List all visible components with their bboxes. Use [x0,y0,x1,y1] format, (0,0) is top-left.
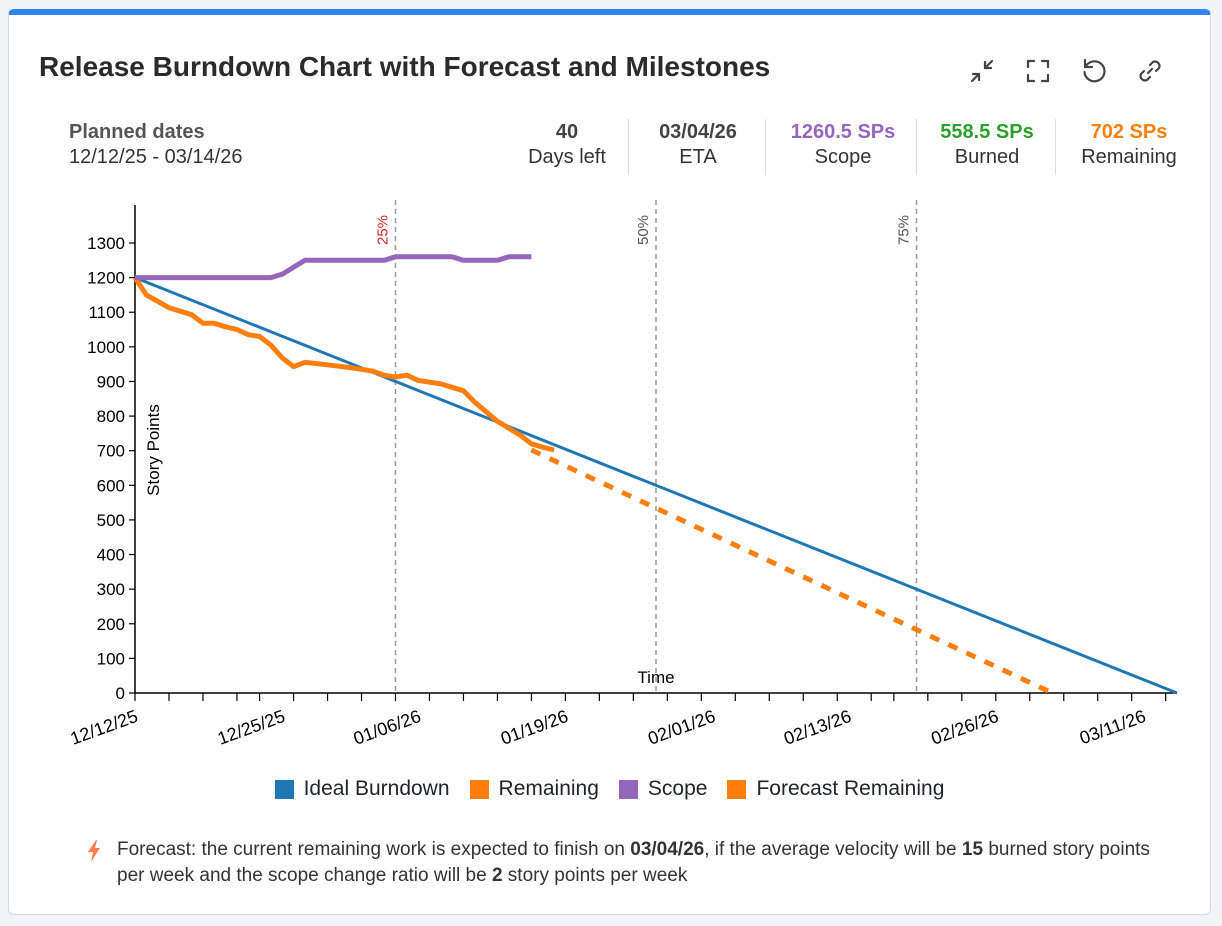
stat-label: Scope [814,146,872,168]
collapse-icon [970,59,994,83]
legend-label: Remaining [498,777,599,800]
y-tick-label: 100 [97,649,125,668]
page-title: Release Burndown Chart with Forecast and… [39,51,771,82]
forecast-text-part: Forecast: the current remaining work is … [117,839,631,860]
link-button[interactable] [1130,51,1170,91]
forecast-text: Forecast: the current remaining work is … [117,837,1167,889]
y-tick-label: 200 [97,615,125,634]
link-icon [1139,60,1161,82]
legend-swatch [618,779,638,799]
chart-legend: Ideal Burndown Remaining Scope Forecast … [9,777,1210,801]
planned-dates: Planned dates 12/12/25 - 03/14/26 [69,121,242,169]
fullscreen-icon [1026,59,1050,83]
y-tick-label: 0 [116,684,125,703]
series-line-scope [135,254,532,281]
forecast-note: Forecast: the current remaining work is … [87,837,1167,889]
legend-label: Scope [647,777,708,800]
fullscreen-button[interactable] [1018,51,1058,91]
milestone-label: 75% [896,215,913,245]
refresh-button[interactable] [1074,51,1114,91]
legend-item[interactable]: Ideal Burndown [274,777,450,801]
y-tick-label: 600 [97,476,125,495]
stat-value: 03/04/26 [659,121,737,143]
divider [1055,119,1056,175]
stat-value: 702 SPs [1090,121,1168,143]
y-tick-label: 1300 [87,234,125,253]
stat-value: 558.5 SPs [940,121,1034,143]
legend-swatch [469,779,489,799]
milestone-label: 50% [635,215,652,245]
burndown-card: Release Burndown Chart with Forecast and… [8,9,1211,915]
y-tick-label: 900 [97,372,125,391]
stat-label: Remaining [1081,146,1177,168]
stat-value: 1260.5 SPs [790,121,896,143]
legend-label: Forecast Remaining [756,777,945,800]
x-tick-label: 02/26/26 [928,706,1001,749]
planned-dates-label: Planned dates [69,121,205,143]
x-tick-label: 12/12/25 [68,706,141,749]
series-line-remaining [132,276,555,453]
x-tick-label: 01/06/26 [351,706,424,749]
milestone-label: 25% [375,215,392,245]
y-axis-label: Story Points [144,404,163,496]
x-tick-label: 12/25/25 [215,706,288,749]
x-tick-label: 02/01/26 [645,706,718,749]
forecast-text-part: burned story points per week and the sco… [117,839,1150,886]
series-line-ideal-burndown [134,276,1178,695]
forecast-text-part: story points per week [502,865,688,886]
y-tick-label: 1000 [87,338,125,357]
y-tick-label: 1100 [88,303,125,322]
stat-label: ETA [679,146,717,168]
divider [916,119,917,175]
stat-days-left: 40 Days left [517,121,617,169]
toolbar [962,51,1170,91]
stat-label: Days left [528,146,606,168]
refresh-icon [1083,58,1106,83]
x-tick-label: 01/19/26 [498,706,571,749]
y-tick-label: 700 [97,442,125,461]
lightning-icon [88,840,100,862]
stat-value: 40 [555,121,579,143]
divider [765,119,766,175]
legend-label: Ideal Burndown [303,777,450,800]
stat-remaining: 702 SPs Remaining [1065,121,1193,169]
forecast-velocity: 15 [961,839,984,860]
y-tick-label: 500 [97,511,125,530]
legend-item[interactable]: Forecast Remaining [727,777,944,801]
divider [628,119,629,175]
legend-item[interactable]: Scope [618,777,708,801]
y-tick-label: 300 [97,580,125,599]
legend-item[interactable]: Remaining [469,777,599,801]
y-tick-label: 400 [97,546,125,565]
y-tick-label: 1200 [87,269,125,288]
x-tick-label: 02/13/26 [781,706,854,749]
legend-swatch [274,779,294,799]
planned-dates-value: 12/12/25 - 03/14/26 [69,146,243,168]
summary-stats: Planned dates 12/12/25 - 03/14/26 40 Day… [9,119,1210,179]
forecast-text-part: , if the average velocity will be [704,839,962,860]
y-tick-label: 800 [97,407,125,426]
forecast-eta: 03/04/26 [630,839,705,860]
legend-swatch [727,779,747,799]
stat-burned: 558.5 SPs Burned [921,121,1053,169]
stat-label: Burned [954,146,1020,168]
collapse-button[interactable] [962,51,1002,91]
stat-eta: 03/04/26 ETA [637,121,759,169]
forecast-scope-ratio: 2 [491,865,503,886]
stat-scope: 1260.5 SPs Scope [773,121,913,169]
burndown-chart: 0 100 200 300 400 500 600 700 800 900 1000 1100 1200… [68,200,1178,749]
x-tick-label: 03/11/26 [1077,706,1148,748]
series-line-forecast-remaining [530,447,1054,696]
